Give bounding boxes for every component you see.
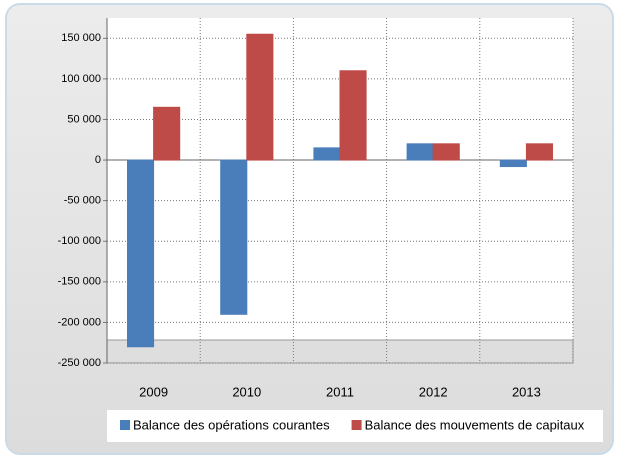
y-tick-label: 100 000 — [61, 73, 101, 85]
floor — [106, 339, 574, 364]
legend-label: Balance des mouvements de capitaux — [365, 417, 585, 432]
bar — [525, 143, 553, 161]
y-tick-label: -150 000 — [58, 276, 101, 288]
bar — [432, 143, 460, 161]
bar — [127, 159, 155, 348]
y-tick-label: -50 000 — [64, 195, 101, 207]
legend-swatch — [351, 420, 362, 430]
legend-label: Balance des opérations courantes — [133, 417, 330, 432]
x-tick-label: 2009 — [139, 384, 168, 399]
y-tick-label: -100 000 — [58, 235, 101, 247]
x-tick-label: 2011 — [326, 384, 354, 399]
bar — [246, 33, 274, 161]
bar — [499, 159, 527, 168]
y-tick-label: 150 000 — [61, 32, 101, 44]
bar — [220, 159, 248, 315]
plot-area — [107, 18, 573, 363]
y-tick-label: 0 — [95, 154, 101, 166]
y-tick-label: 50 000 — [67, 113, 101, 125]
legend-swatch — [120, 420, 130, 430]
bar — [153, 106, 181, 161]
x-tick-label: 2013 — [512, 384, 541, 399]
bar — [313, 147, 341, 161]
x-tick-label: 2012 — [419, 384, 448, 399]
bar — [339, 70, 367, 161]
y-tick-label: -200 000 — [58, 316, 101, 328]
bar — [406, 143, 434, 161]
x-tick-label: 2010 — [232, 384, 261, 399]
y-tick-label: -250 000 — [58, 357, 101, 369]
